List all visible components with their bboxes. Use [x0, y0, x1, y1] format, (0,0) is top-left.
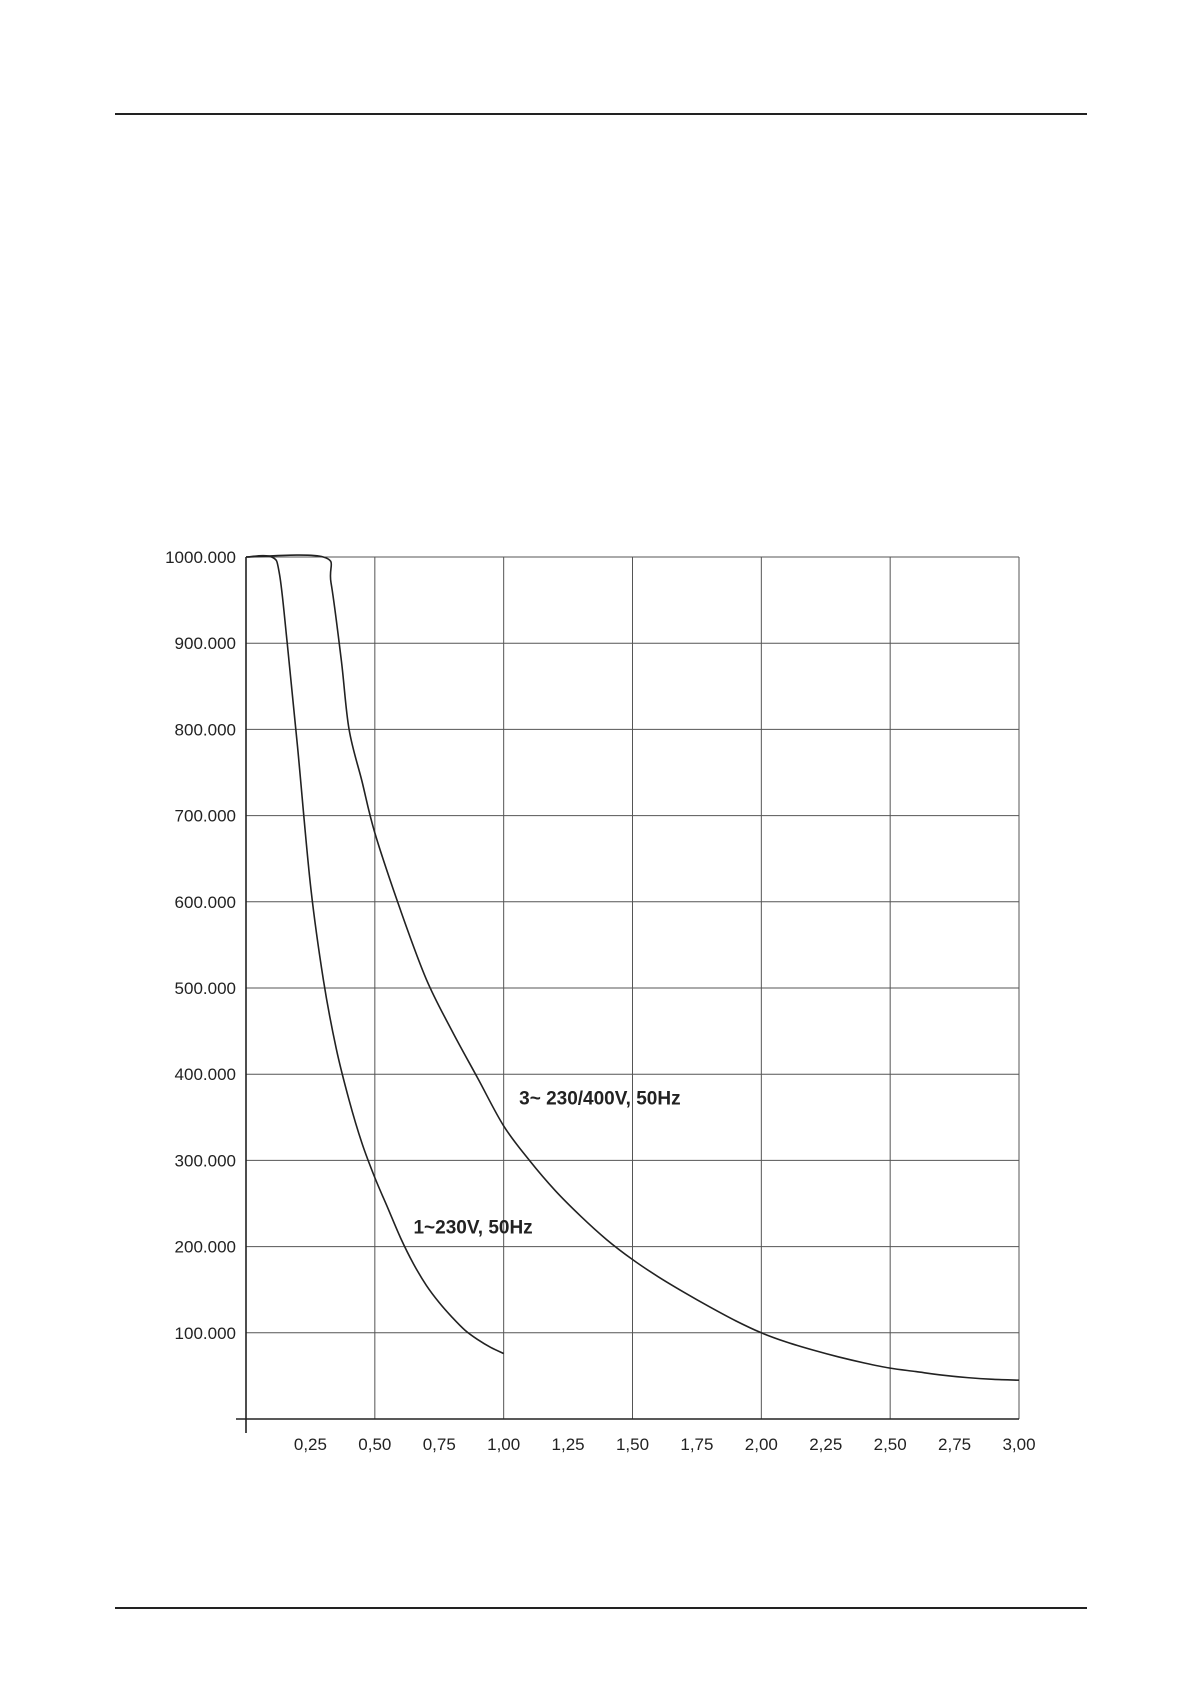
y-tick-label: 300.000 — [175, 1151, 236, 1170]
y-tick-label: 1000.000 — [165, 548, 236, 567]
x-tick-label: 1,00 — [487, 1435, 520, 1454]
chart-axes — [236, 557, 1019, 1433]
x-tick-label: 2,25 — [809, 1435, 842, 1454]
header-rule — [115, 113, 1087, 115]
x-tick-label: 0,50 — [358, 1435, 391, 1454]
x-tick-label: 2,00 — [745, 1435, 778, 1454]
chart-series — [245, 554, 1020, 1382]
footer-rule — [115, 1607, 1087, 1609]
y-tick-label: 500.000 — [175, 979, 236, 998]
x-tick-label: 2,50 — [874, 1435, 907, 1454]
x-axis-ticks: 0,25 0,50 0,75 1,00 1,25 1,50 1,75 2,00 2,25 2,50… — [294, 1435, 1036, 1454]
x-tick-label: 3,00 — [1002, 1435, 1035, 1454]
y-tick-label: 400.000 — [175, 1065, 236, 1084]
series-labels: 1~230V, 50Hz 3~ 230/400V, 50Hz — [413, 1088, 680, 1238]
x-tick-label: 0,75 — [423, 1435, 456, 1454]
y-tick-label: 200.000 — [175, 1238, 236, 1257]
series-line-1 — [245, 554, 1020, 1382]
x-tick-label: 1,25 — [552, 1435, 585, 1454]
y-tick-label: 600.000 — [175, 893, 236, 912]
series-label-1: 3~ 230/400V, 50Hz — [519, 1088, 680, 1109]
x-tick-label: 1,50 — [616, 1435, 649, 1454]
y-tick-label: 900.000 — [175, 634, 236, 653]
x-tick-label: 0,25 — [294, 1435, 327, 1454]
series-line-0 — [245, 554, 505, 1355]
chart-grid — [246, 556, 1020, 1419]
x-tick-label: 2,75 — [938, 1435, 971, 1454]
y-axis-ticks: 100.000 200.000 300.000 400.000 500.000 600.0… — [165, 548, 236, 1343]
y-tick-label: 800.000 — [175, 720, 236, 739]
x-tick-label: 1,75 — [680, 1435, 713, 1454]
series-label-0: 1~230V, 50Hz — [413, 1218, 532, 1239]
y-tick-label: 700.000 — [175, 807, 236, 826]
y-tick-label: 100.000 — [175, 1324, 236, 1343]
